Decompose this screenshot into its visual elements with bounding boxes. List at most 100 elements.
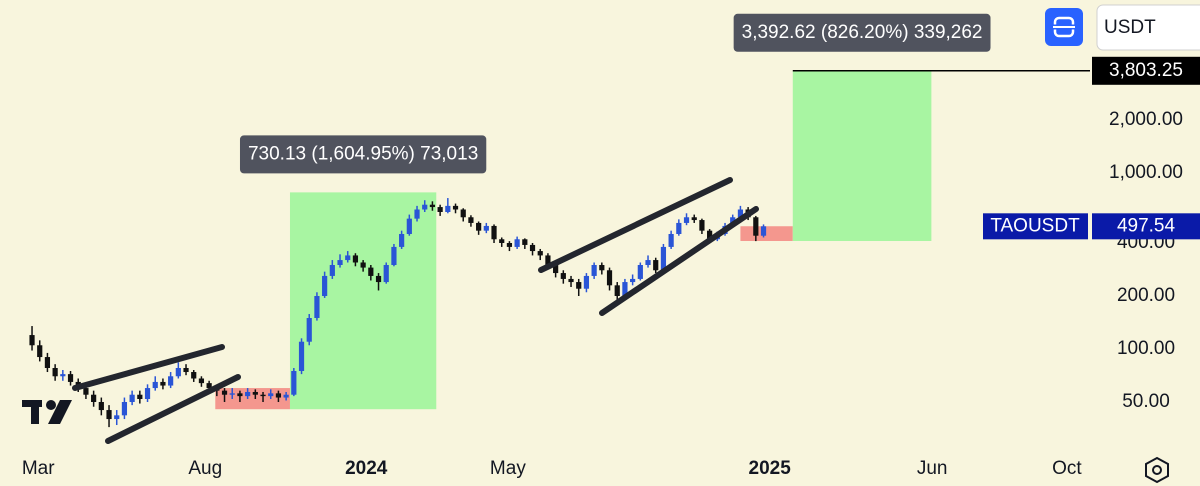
measure-label: 3,392.62 (826.20%) 339,262: [742, 22, 983, 43]
candle-body: [129, 394, 135, 403]
stop-zone: [740, 226, 793, 241]
candle-body: [737, 209, 744, 218]
labels: 50.00100.00200.00400.001,000.002,000.00M…: [22, 13, 1200, 479]
candle-body: [476, 222, 482, 231]
tv-logo: [22, 400, 72, 424]
candle-body: [52, 367, 58, 377]
candles: [29, 198, 767, 428]
candle-body: [106, 410, 112, 420]
candle-body: [352, 255, 359, 263]
candle-body: [599, 264, 605, 271]
candle-body: [237, 393, 243, 397]
target-price-bg: [1092, 56, 1200, 85]
candle-body: [152, 381, 158, 389]
trend-line: [105, 374, 241, 444]
candle-body: [206, 383, 212, 389]
candle-body: [368, 267, 374, 276]
candle-body: [676, 222, 682, 234]
trend-lines: [72, 177, 759, 444]
candle-body: [329, 264, 335, 276]
candle-body: [383, 264, 389, 283]
candle-body: [337, 260, 343, 265]
candle-body: [429, 204, 436, 208]
x-tick-label: May: [490, 458, 526, 479]
candle-body: [399, 233, 405, 247]
candle-body: [422, 204, 428, 210]
x-tick-label: Mar: [22, 458, 55, 479]
candle-body: [491, 225, 497, 240]
candle-body: [268, 393, 274, 397]
candle-body: [37, 345, 43, 358]
candle-body: [322, 275, 328, 297]
candle-body: [591, 264, 597, 276]
candle-body: [291, 370, 297, 395]
candle-body: [522, 239, 528, 245]
candle-body: [98, 402, 104, 411]
candle-body: [468, 217, 474, 223]
candle-body: [514, 239, 520, 247]
candle-body: [691, 217, 697, 221]
candle-body: [314, 296, 320, 318]
candle-body: [229, 393, 235, 395]
candle-body: [753, 217, 759, 236]
trend-line: [72, 344, 225, 391]
candle-body: [553, 264, 559, 274]
x-tick-label: Aug: [188, 458, 222, 479]
last-price-bg: [1092, 213, 1200, 240]
candle-body: [668, 233, 674, 247]
settings-button[interactable]: [1145, 456, 1169, 484]
candle-body: [506, 243, 513, 247]
candle-body: [699, 220, 705, 231]
candle-body: [630, 278, 636, 283]
candle-body: [606, 270, 613, 286]
candle-body: [283, 394, 289, 398]
candle-body: [275, 393, 282, 398]
candle-body: [583, 275, 590, 289]
candle-body: [614, 285, 620, 297]
candle-body: [545, 255, 551, 265]
y-tick-label: 2,000.00: [1109, 109, 1183, 130]
x-tick-label: Oct: [1052, 458, 1082, 479]
candle-body: [568, 278, 574, 283]
candle-body: [67, 374, 74, 382]
candle-body: [653, 260, 659, 271]
candle-body: [683, 217, 690, 223]
candle-body: [537, 251, 543, 256]
candle-body: [391, 246, 397, 265]
candle-body: [175, 367, 181, 377]
candle-body: [445, 205, 451, 212]
candle-body: [437, 207, 443, 212]
screenshot-button[interactable]: [1045, 8, 1083, 46]
candle-body: [660, 246, 667, 271]
candle-body: [576, 282, 582, 289]
x-tick-label: 2025: [749, 458, 792, 479]
last-price: 497.54: [1117, 215, 1176, 236]
candle-body: [645, 260, 651, 265]
target-zone: [792, 70, 932, 241]
currency-select[interactable]: USDT: [1096, 4, 1200, 51]
y-tick-label: 100.00: [1117, 338, 1175, 359]
target-price: 3,803.25: [1109, 60, 1183, 81]
candle-body: [121, 402, 128, 416]
candle-body: [306, 317, 312, 342]
candle-body: [360, 262, 366, 268]
trend-line: [599, 206, 759, 316]
candle-body: [483, 225, 489, 231]
candle-body: [406, 218, 412, 234]
candle-body: [560, 273, 566, 279]
candle-body: [221, 390, 228, 395]
y-tick-label: 50.00: [1122, 391, 1170, 412]
measure-label-bg: [239, 135, 487, 174]
measure-label: 730.13 (1,604.95%) 73,013: [248, 143, 478, 164]
candle-body: [91, 394, 97, 403]
candle-body: [345, 255, 351, 261]
candle-body: [83, 388, 89, 395]
candle-body: [260, 394, 266, 397]
candle-body: [44, 357, 51, 368]
candle-body: [160, 381, 166, 386]
candle-body: [637, 264, 643, 279]
candle-body: [245, 391, 251, 397]
x-tick-label: 2024: [345, 458, 388, 479]
symbol-label-bg: [983, 213, 1088, 240]
